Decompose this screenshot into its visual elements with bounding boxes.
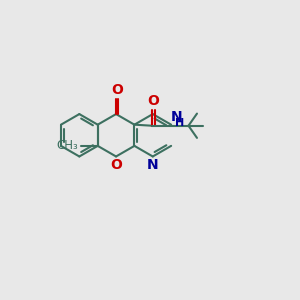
Text: CH₃: CH₃: [57, 140, 78, 152]
Text: O: O: [111, 83, 123, 97]
Text: O: O: [148, 94, 160, 108]
Text: H: H: [175, 118, 184, 128]
Text: O: O: [110, 158, 122, 172]
Text: N: N: [170, 110, 182, 124]
Text: N: N: [147, 158, 159, 172]
